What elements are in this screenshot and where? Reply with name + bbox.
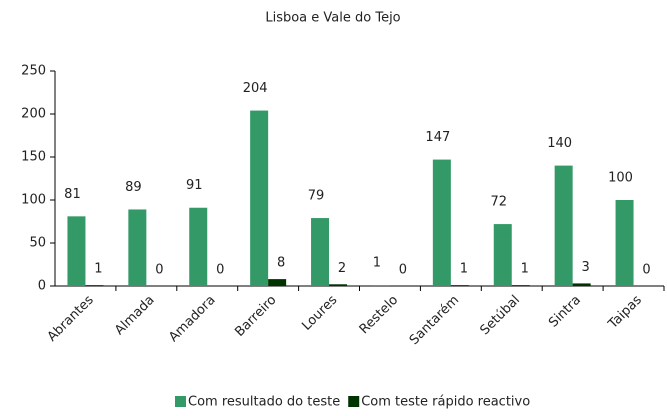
data-label: 0: [216, 263, 224, 278]
data-label: 3: [582, 260, 590, 275]
bar: [371, 285, 390, 286]
bar: [432, 159, 451, 286]
data-label: 1: [94, 262, 102, 277]
data-label: 81: [64, 187, 81, 202]
x-tick-label: Sintra: [546, 293, 584, 331]
legend-label: Com resultado do teste: [188, 395, 340, 410]
bar: [615, 200, 634, 286]
legend-swatch: [348, 396, 360, 407]
data-label: 89: [125, 180, 142, 195]
bar: [250, 110, 269, 286]
bar: [85, 285, 104, 286]
data-label: 1: [521, 262, 529, 277]
x-tick-label: Amadora: [166, 293, 218, 345]
bar: [67, 216, 86, 286]
y-tick-label: 0: [38, 279, 46, 294]
x-tick-label: Almada: [112, 293, 158, 339]
bar: [268, 279, 287, 286]
x-tick-label: Loures: [299, 293, 340, 334]
chart-title: Lisboa e Vale do Tejo: [265, 11, 400, 26]
data-label: 72: [490, 195, 507, 210]
x-tick-label: Abrantes: [45, 293, 97, 345]
x-tick-label: Taipas: [605, 293, 645, 333]
data-label: 0: [155, 263, 163, 278]
x-tick-label: Santarém: [407, 293, 462, 348]
data-label: 140: [547, 136, 572, 151]
x-tick-label: Setúbal: [478, 293, 524, 339]
bar: [311, 218, 330, 286]
y-tick-label: 50: [29, 236, 46, 251]
y-tick-label: 100: [21, 193, 46, 208]
y-tick-label: 250: [21, 64, 46, 79]
data-label: 147: [425, 130, 450, 145]
data-label: 91: [186, 178, 203, 193]
legend-label: Com teste rápido reactivo: [361, 395, 530, 410]
data-label: 2: [338, 261, 346, 276]
x-tick-label: Restelo: [357, 293, 401, 337]
data-label: 79: [308, 189, 325, 204]
x-tick-label: Barreiro: [232, 293, 279, 340]
bar: [189, 207, 208, 286]
data-label: 1: [373, 256, 381, 271]
data-label: 0: [399, 263, 407, 278]
bar: [128, 209, 147, 286]
bar: [329, 284, 348, 286]
data-label: 1: [460, 262, 468, 277]
bar: [511, 285, 530, 286]
data-label: 204: [243, 81, 268, 96]
y-tick-label: 150: [21, 150, 46, 165]
bar: [572, 283, 591, 286]
bar: [493, 224, 512, 286]
bar: [450, 285, 469, 286]
data-label: 100: [608, 171, 633, 186]
data-label: 0: [642, 263, 650, 278]
legend-swatch: [175, 396, 186, 407]
data-label: 8: [277, 256, 285, 271]
bar: [554, 165, 573, 286]
y-tick-label: 200: [21, 107, 46, 122]
